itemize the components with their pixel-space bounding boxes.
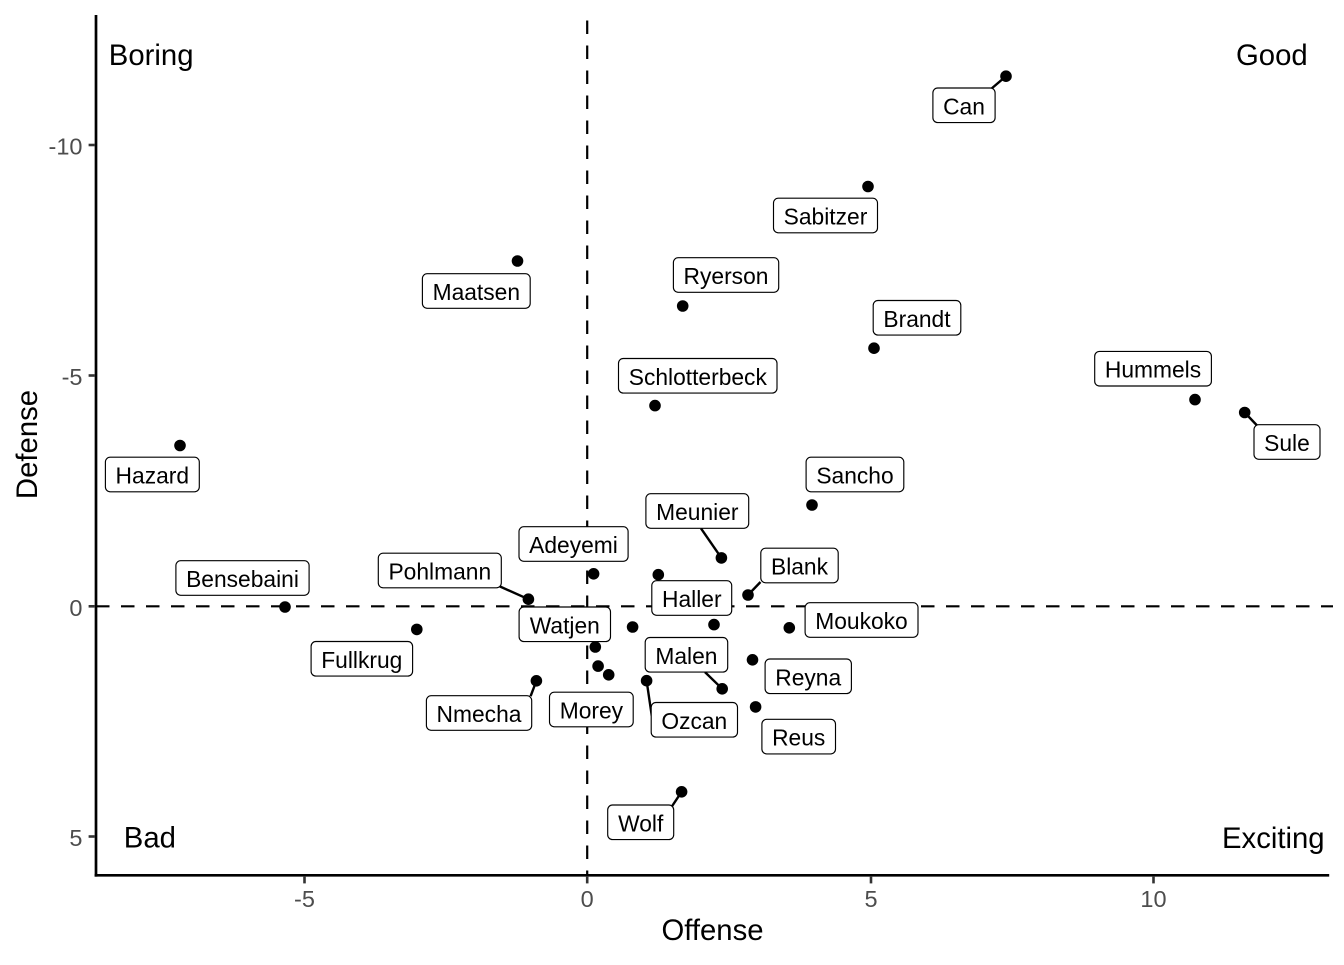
svg-text:-10: -10 — [49, 134, 83, 160]
svg-text:Wolf: Wolf — [618, 810, 664, 836]
svg-text:Pohlmann: Pohlmann — [388, 559, 491, 585]
svg-text:10: 10 — [1140, 886, 1166, 912]
svg-text:Watjen: Watjen — [530, 612, 600, 638]
svg-text:Exciting: Exciting — [1222, 822, 1325, 855]
svg-text:Hazard: Hazard — [116, 463, 190, 489]
svg-text:Haller: Haller — [662, 586, 722, 612]
svg-text:Maatsen: Maatsen — [433, 279, 520, 305]
svg-text:Bensebaini: Bensebaini — [186, 566, 299, 592]
svg-text:Reus: Reus — [772, 725, 825, 751]
svg-text:Sancho: Sancho — [816, 463, 893, 489]
svg-text:Brandt: Brandt — [883, 306, 951, 332]
svg-text:-5: -5 — [62, 364, 83, 390]
svg-text:Can: Can — [943, 93, 985, 119]
svg-text:Nmecha: Nmecha — [437, 701, 522, 727]
svg-text:Ryerson: Ryerson — [684, 263, 769, 289]
svg-text:Offense: Offense — [661, 914, 763, 947]
svg-text:Defense: Defense — [11, 390, 44, 499]
svg-text:Morey: Morey — [560, 698, 624, 724]
svg-text:Moukoko: Moukoko — [815, 608, 908, 634]
svg-text:Adeyemi: Adeyemi — [529, 532, 618, 558]
svg-text:Meunier: Meunier — [656, 499, 739, 525]
svg-text:Sule: Sule — [1264, 430, 1310, 456]
svg-text:5: 5 — [69, 825, 82, 851]
svg-text:Ozcan: Ozcan — [661, 708, 727, 734]
svg-text:Good: Good — [1236, 39, 1308, 72]
svg-text:Hummels: Hummels — [1105, 357, 1201, 383]
svg-text:Malen: Malen — [655, 643, 717, 669]
svg-text:5: 5 — [864, 886, 877, 912]
svg-text:Sabitzer: Sabitzer — [784, 204, 868, 230]
svg-text:0: 0 — [69, 595, 82, 621]
svg-text:Reyna: Reyna — [775, 664, 841, 690]
svg-text:-5: -5 — [294, 886, 315, 912]
svg-text:Boring: Boring — [109, 39, 194, 72]
svg-text:0: 0 — [581, 886, 594, 912]
svg-text:Schlotterbeck: Schlotterbeck — [629, 364, 768, 390]
svg-text:Blank: Blank — [771, 554, 829, 580]
svg-text:Bad: Bad — [124, 821, 176, 854]
svg-text:Fullkrug: Fullkrug — [321, 647, 402, 673]
